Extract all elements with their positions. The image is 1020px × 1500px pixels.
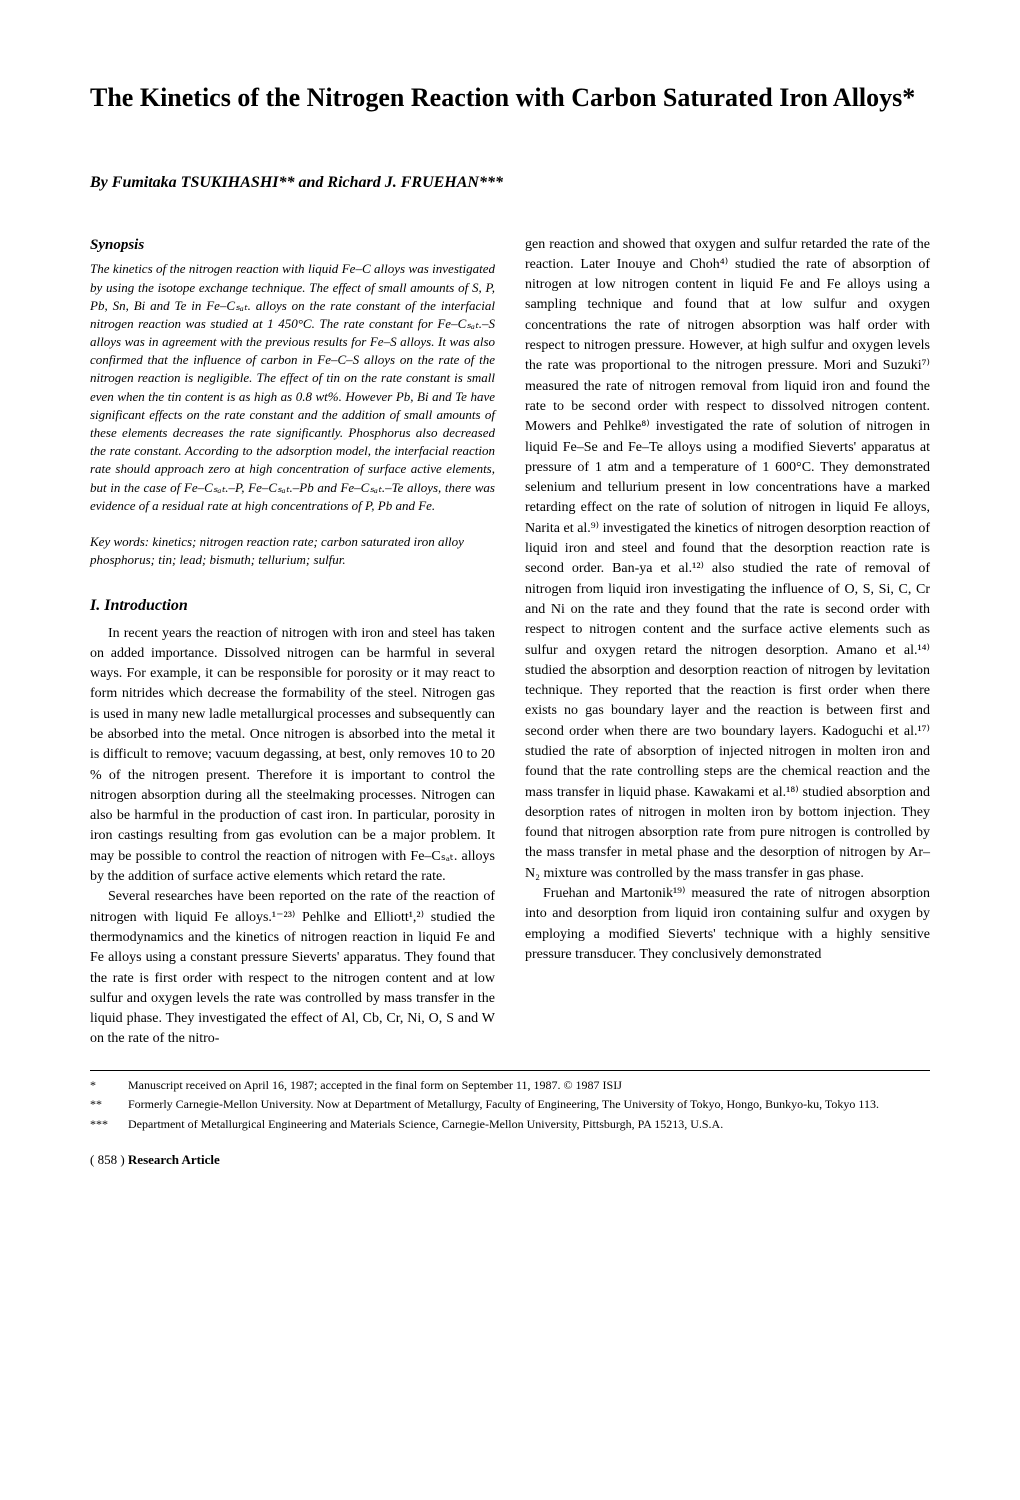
paper-title: The Kinetics of the Nitrogen Reaction wi… [90, 80, 930, 116]
page-footer: ( 858 ) Research Article [90, 1151, 930, 1170]
footnote: * Manuscript received on April 16, 1987;… [90, 1077, 930, 1094]
page-number: ( 858 ) [90, 1152, 125, 1167]
body-paragraph: gen reaction and showed that oxygen and … [525, 235, 930, 885]
synopsis-text: The kinetics of the nitrogen reaction wi… [90, 260, 495, 515]
footer-label: Research Article [128, 1152, 220, 1167]
footnote-text: Department of Metallurgical Engineering … [128, 1116, 930, 1133]
body-columns: Synopsis The kinetics of the nitrogen re… [90, 235, 930, 1050]
body-paragraph: Several researches have been reported on… [90, 887, 495, 1049]
body-paragraph: Fruehan and Martonik¹⁹⁾ measured the rat… [525, 884, 930, 965]
body-paragraph: In recent years the reaction of nitrogen… [90, 624, 495, 888]
footnote: ** Formerly Carnegie-Mellon University. … [90, 1096, 930, 1113]
section-heading: I. Introduction [90, 594, 495, 617]
footnotes-block: * Manuscript received on April 16, 1987;… [90, 1070, 930, 1133]
footnote-mark: *** [90, 1116, 116, 1133]
synopsis-heading: Synopsis [90, 235, 495, 257]
keywords-text: Key words: kinetics; nitrogen reaction r… [90, 533, 495, 569]
footnote-text: Formerly Carnegie-Mellon University. Now… [128, 1096, 930, 1113]
footnote-mark: ** [90, 1096, 116, 1113]
footnote-mark: * [90, 1077, 116, 1094]
footnote-text: Manuscript received on April 16, 1987; a… [128, 1077, 930, 1094]
right-column: gen reaction and showed that oxygen and … [525, 235, 930, 1050]
footnote: *** Department of Metallurgical Engineer… [90, 1116, 930, 1133]
left-column: Synopsis The kinetics of the nitrogen re… [90, 235, 495, 1050]
paper-authors: By Fumitaka TSUKIHASHI** and Richard J. … [90, 171, 930, 194]
